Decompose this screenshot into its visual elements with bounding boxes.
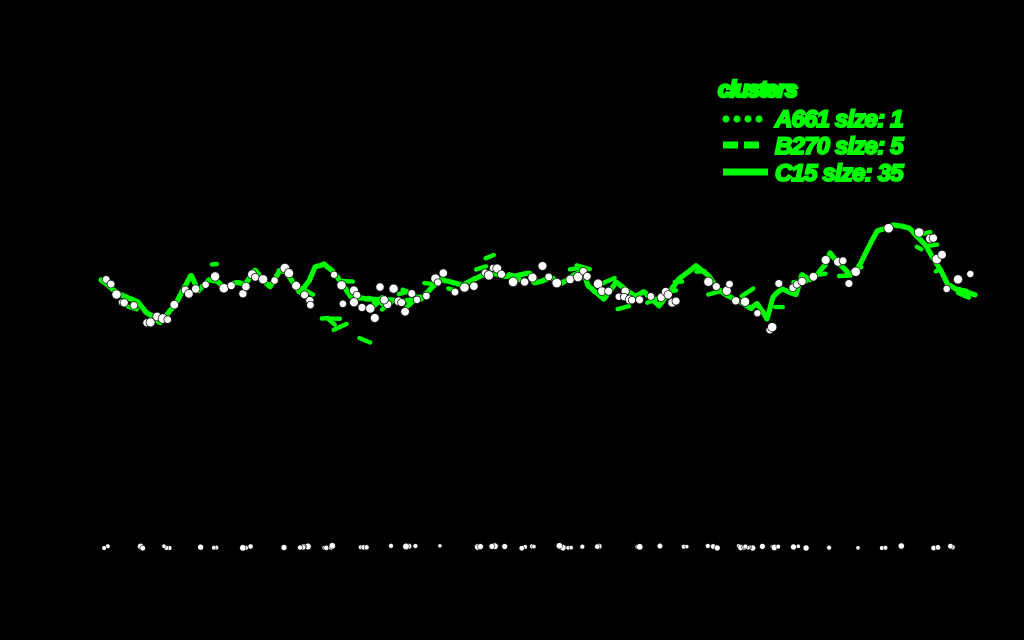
svg-text:clusters: clusters [718,76,797,102]
svg-text:B270 size: 5: B270 size: 5 [775,133,904,160]
svg-text:C15 size: 35: C15 size: 35 [775,160,904,187]
svg-text:A661 size: 1: A661 size: 1 [774,106,903,133]
